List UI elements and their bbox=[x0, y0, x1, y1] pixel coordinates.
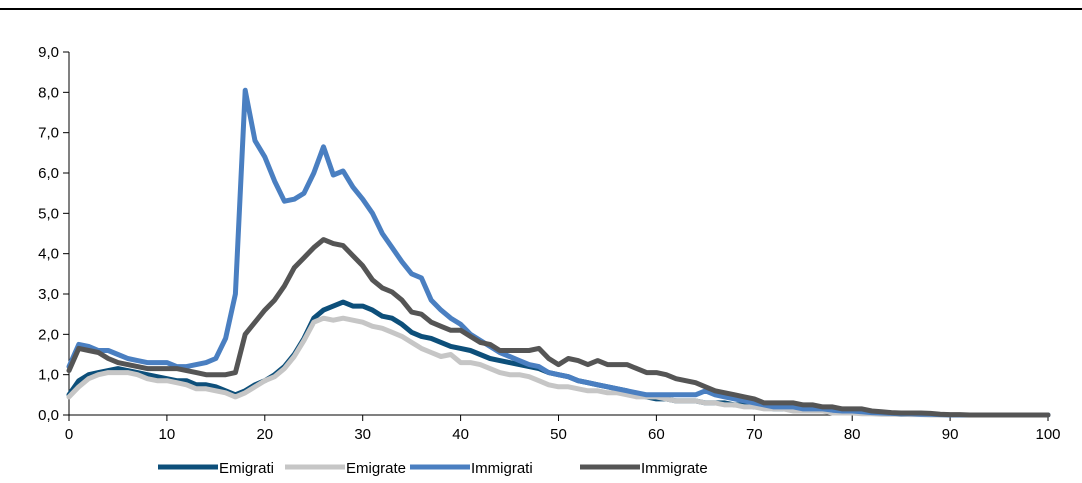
series-line-immigrate bbox=[66, 237, 1051, 418]
x-tick-label: 10 bbox=[159, 426, 176, 443]
y-tick-label: 2,0 bbox=[38, 326, 59, 343]
series-layer bbox=[66, 87, 1051, 418]
y-tick-label: 7,0 bbox=[38, 125, 59, 142]
x-axis: 0 10 20 30 40 50 60 70 80 90 100 bbox=[65, 414, 1061, 443]
x-tick-label: 40 bbox=[452, 426, 469, 443]
x-tick-label: 0 bbox=[65, 426, 73, 443]
x-tick-label: 20 bbox=[256, 426, 273, 443]
top-rule bbox=[0, 8, 1082, 10]
y-tick-label: 8,0 bbox=[38, 84, 59, 101]
x-tick-label: 80 bbox=[844, 426, 861, 443]
y-tick-label: 6,0 bbox=[38, 165, 59, 182]
legend: Emigrati Emigrate Immigrati Immigrate bbox=[158, 460, 708, 477]
legend-label-emigrate: Emigrate bbox=[346, 460, 406, 477]
x-tick-label: 70 bbox=[746, 426, 763, 443]
x-tick-label: 100 bbox=[1035, 426, 1060, 443]
y-tick-label: 5,0 bbox=[38, 205, 59, 222]
y-axis: 0,0 1,0 2,0 3,0 4,0 5,0 6,0 7,0 8,0 9,0 bbox=[38, 44, 70, 424]
y-tick-label: 4,0 bbox=[38, 246, 59, 263]
y-tick-label: 0,0 bbox=[38, 407, 59, 424]
legend-label-immigrati: Immigrati bbox=[471, 460, 533, 477]
legend-label-emigrati: Emigrati bbox=[219, 460, 274, 477]
x-tick-label: 30 bbox=[354, 426, 371, 443]
y-tick-label: 9,0 bbox=[38, 44, 59, 61]
x-tick-label: 60 bbox=[648, 426, 665, 443]
x-tick-label: 50 bbox=[550, 426, 567, 443]
y-tick-label: 3,0 bbox=[38, 286, 59, 303]
legend-label-immigrate: Immigrate bbox=[641, 460, 708, 477]
x-tick-label: 90 bbox=[942, 426, 959, 443]
y-tick-label: 1,0 bbox=[38, 367, 59, 384]
